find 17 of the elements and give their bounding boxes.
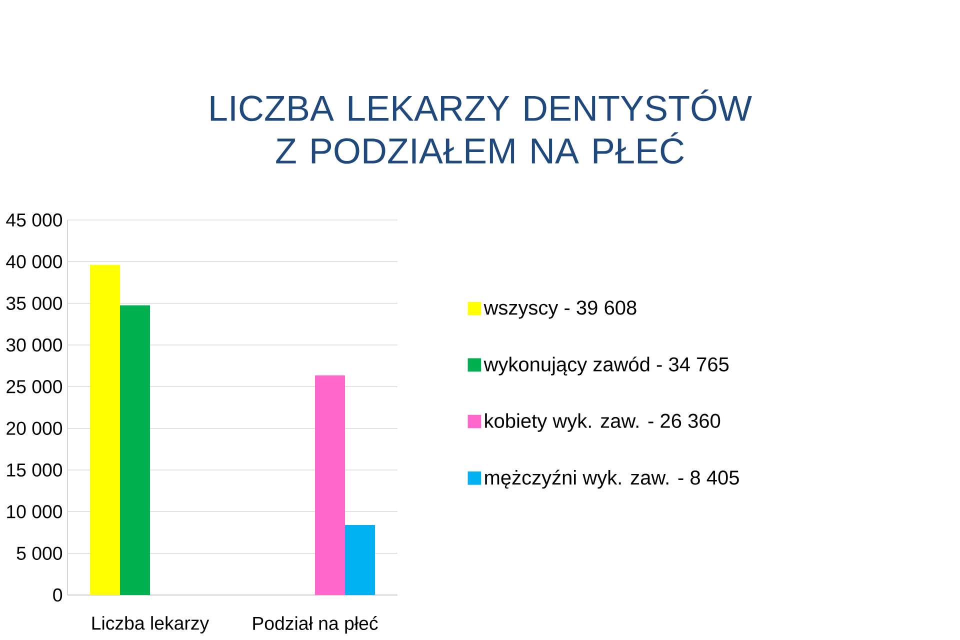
legend-label: wszyscy - 39 608 — [484, 300, 636, 319]
legend-label: mężczyźni wyk. zaw. - 8 405 — [485, 470, 739, 489]
y-tick-label: 40 000 — [6, 255, 62, 268]
x-tick-label: Liczba lekarzy — [92, 616, 210, 634]
legend-label: kobiety wyk. zaw. - 26 360 — [485, 413, 720, 432]
text: LICZBA LEKARZY DENTYSTÓW Z PODZIAŁEM NA PŁEĆ — [210, 90, 752, 164]
legend-label: wykonujący zawód - 34 765 — [484, 356, 729, 376]
y-tick-label: 35 000 — [6, 296, 62, 310]
y-tick-label: 45 000 — [6, 213, 62, 227]
y-tick-label: 10 000 — [7, 505, 62, 518]
y-tick-label: 30 000 — [6, 338, 62, 352]
y-tick-label: 20 000 — [6, 422, 62, 435]
y-tick-label: 15 000 — [7, 463, 62, 477]
y-tick-label: 5 000 — [16, 546, 62, 560]
y-tick-label: 0 — [53, 588, 62, 602]
y-tick-label: 25 000 — [6, 380, 62, 394]
x-tick-label: Podział na płeć — [253, 616, 378, 634]
